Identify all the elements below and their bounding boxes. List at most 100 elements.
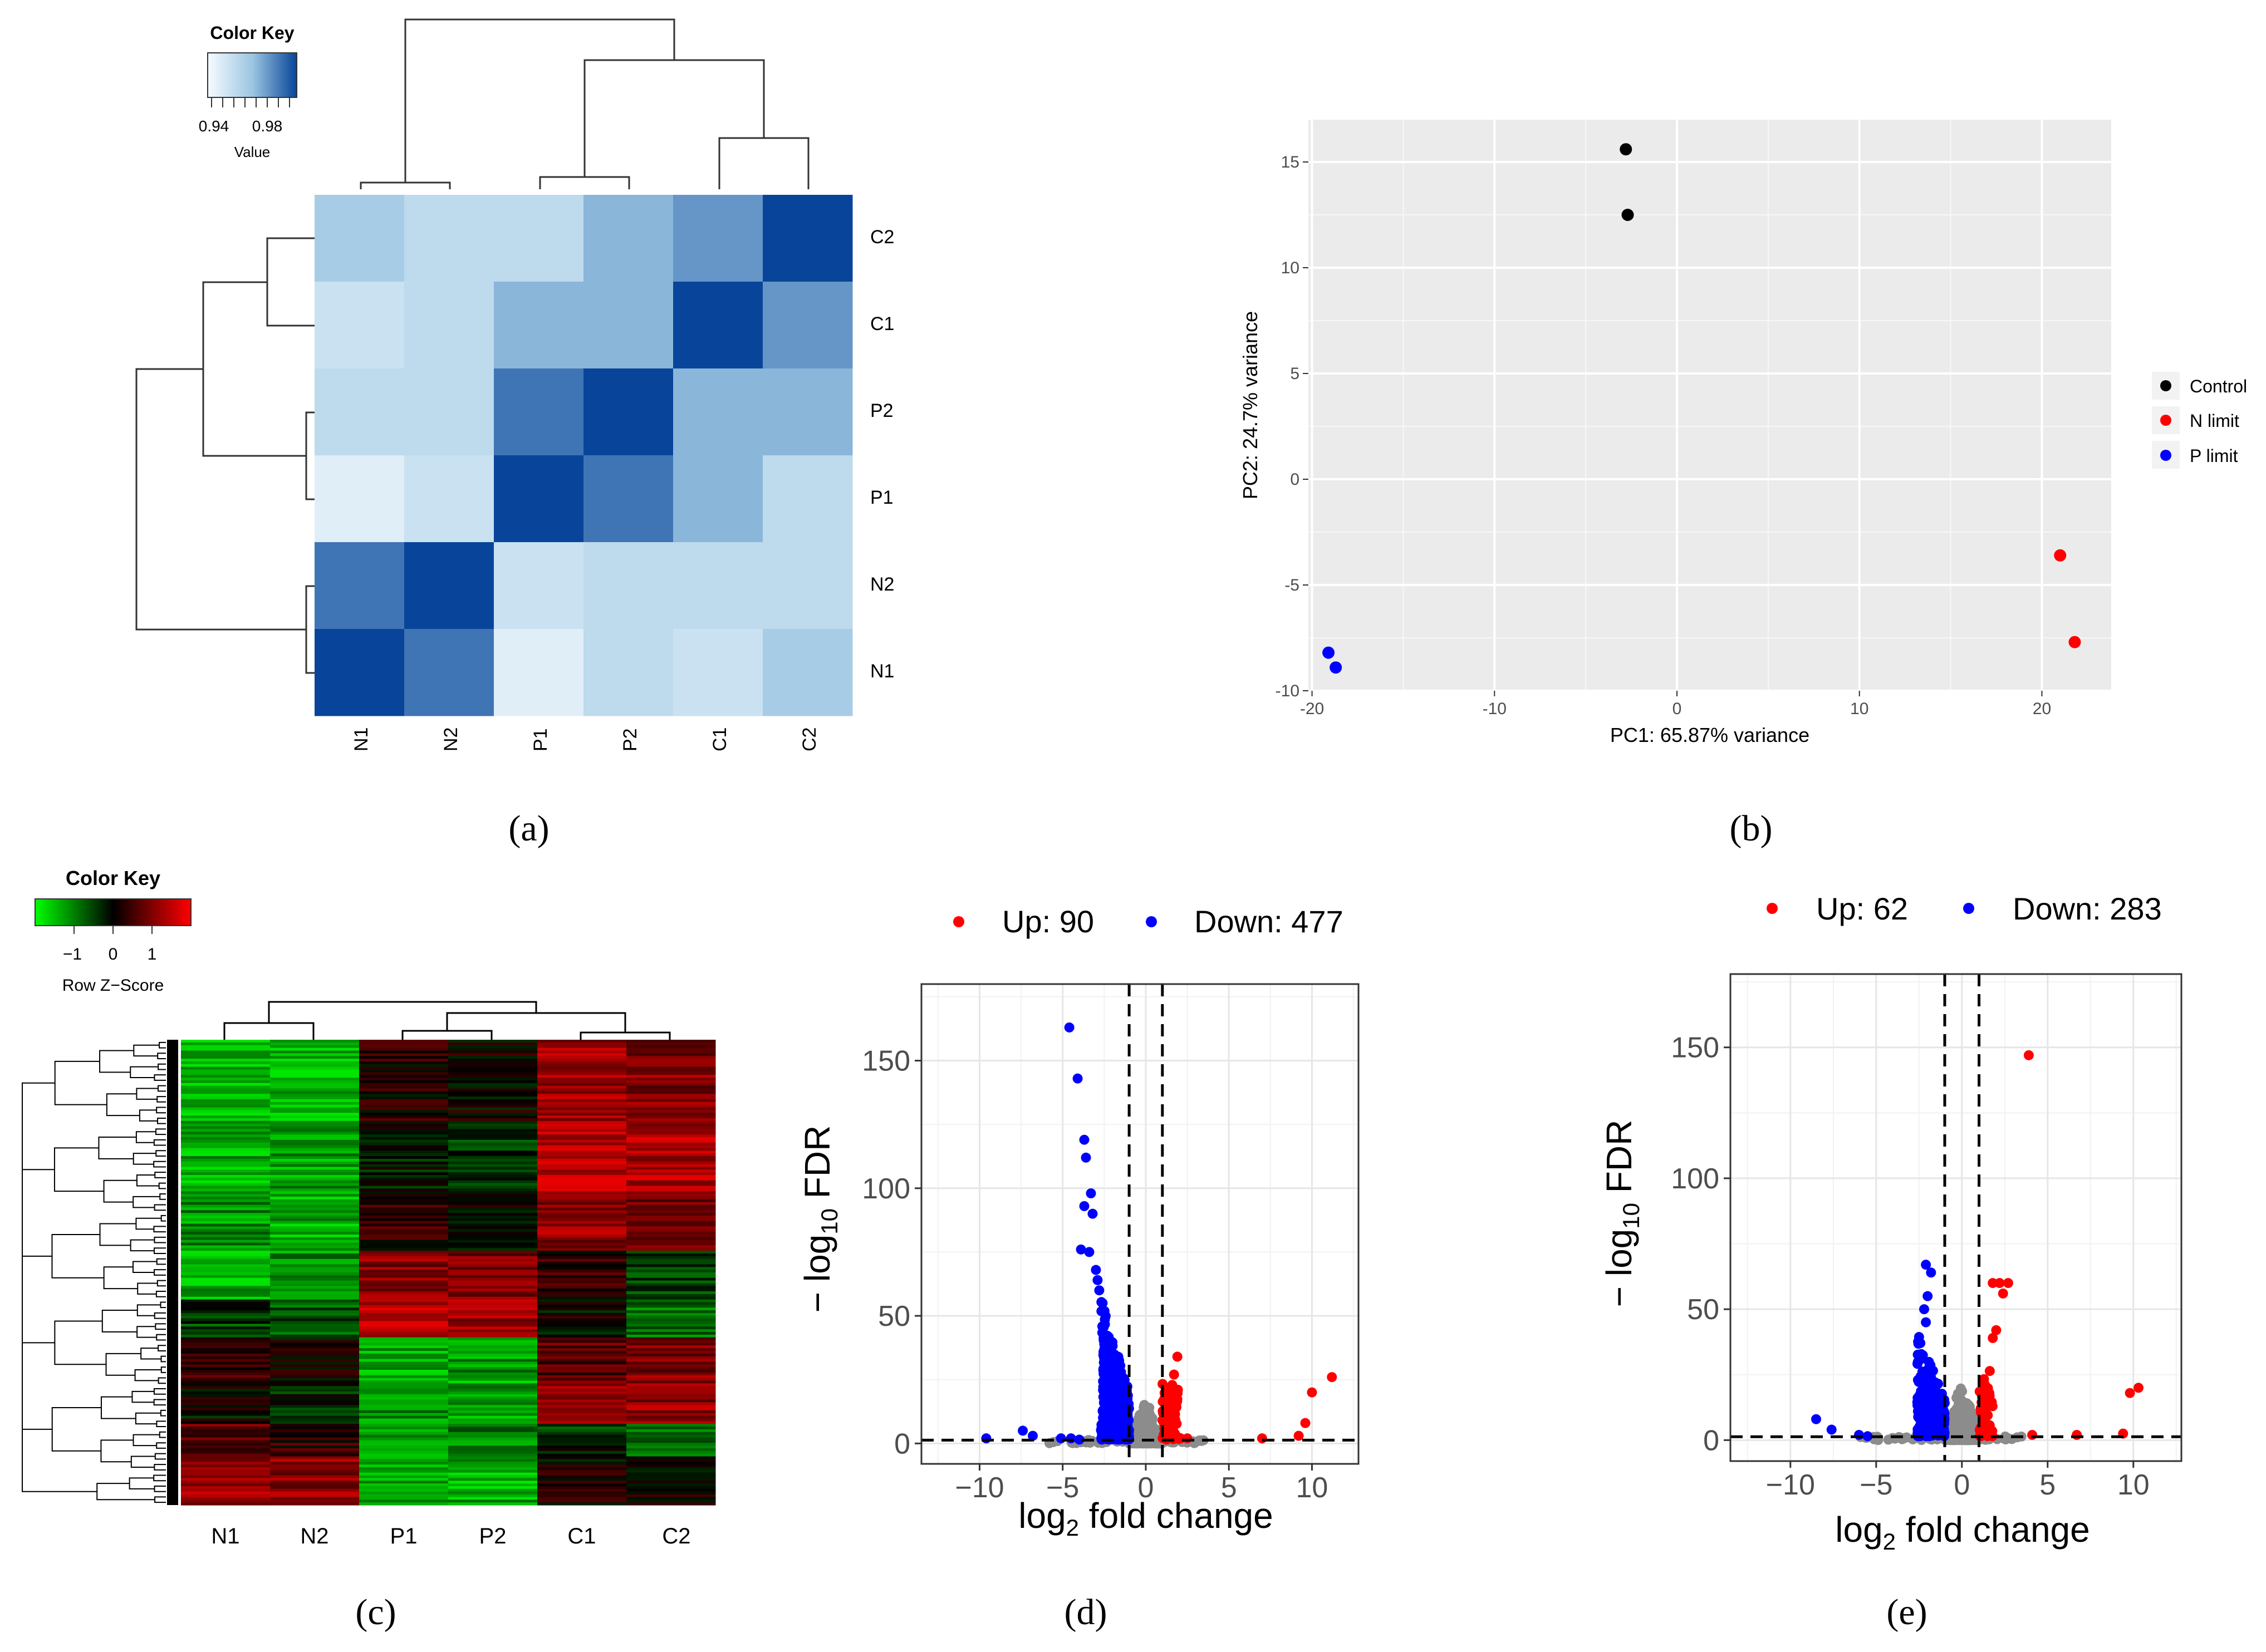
heat-cell-c-103-3: [448, 1318, 538, 1322]
heat-cell-c-8-0: [181, 1061, 271, 1065]
heat-cell-c-166-1: [270, 1488, 360, 1492]
heat-cell-c-109-2: [359, 1334, 449, 1338]
heat-cell-c-32-5: [626, 1126, 716, 1129]
row-dendrogram-branch-c: [134, 1369, 161, 1381]
heat-cell-c-157-5: [626, 1464, 716, 1468]
heat-cell-c-32-2: [359, 1126, 449, 1129]
heat-cell-c-169-0: [181, 1497, 271, 1500]
heat-cell-c-108-4: [537, 1331, 627, 1335]
volcano-d-point-down: [1102, 1422, 1113, 1433]
heat-cell-c-136-5: [626, 1408, 716, 1411]
heat-cell-c-67-4: [537, 1221, 627, 1225]
heat-cell-c-67-1: [270, 1221, 360, 1225]
heat-cell-a-3-3: [583, 455, 674, 543]
heat-cell-c-159-3: [448, 1469, 538, 1473]
heat-cell-c-65-1: [270, 1215, 360, 1219]
volcano-d-point-up: [1172, 1351, 1183, 1362]
heat-cell-a-4-2: [494, 542, 584, 630]
heat-cell-c-47-2: [359, 1167, 449, 1170]
heat-cell-c-119-3: [448, 1361, 538, 1365]
heat-cell-c-33-0: [181, 1129, 271, 1132]
heat-cell-c-138-2: [359, 1413, 449, 1417]
heat-cell-c-152-0: [181, 1451, 271, 1454]
heat-cell-c-24-2: [359, 1104, 449, 1108]
volcano-e-point-down: [1921, 1317, 1931, 1328]
row-dendrogram-branch-c: [158, 1377, 166, 1384]
heat-cell-c-74-5: [626, 1240, 716, 1243]
volcano-d-point-up: [1170, 1409, 1180, 1419]
heat-cell-c-49-3: [448, 1172, 538, 1176]
row-dendrogram-branch-c: [154, 1236, 166, 1243]
heat-cell-c-79-5: [626, 1253, 716, 1257]
heat-cell-c-62-4: [537, 1207, 627, 1211]
heat-cell-a-4-0: [315, 542, 405, 630]
heat-cell-c-14-0: [181, 1078, 271, 1081]
heat-cell-a-0-3: [583, 195, 674, 282]
heat-cell-c-2-4: [537, 1045, 627, 1049]
heat-cell-c-164-0: [181, 1483, 271, 1487]
heat-cell-c-118-3: [448, 1359, 538, 1362]
heat-cell-c-99-3: [448, 1307, 538, 1311]
heat-cell-c-58-0: [181, 1196, 271, 1200]
heat-cell-c-76-0: [181, 1245, 271, 1248]
heat-cell-c-117-2: [359, 1356, 449, 1360]
volcano-d-point-down: [1091, 1265, 1101, 1275]
heat-cell-c-57-0: [181, 1194, 271, 1197]
heat-cell-c-16-1: [270, 1083, 360, 1086]
volcano-e-y-tick-label-3: 150: [1671, 1032, 1719, 1064]
heatmap-cells-c: [181, 1040, 716, 1506]
heat-cell-a-3-2: [494, 455, 584, 543]
pca-points: [1322, 143, 2081, 674]
heat-cell-c-84-4: [537, 1267, 627, 1270]
row-dendrogram-branch-c: [130, 1239, 155, 1252]
heat-cell-c-18-2: [359, 1088, 449, 1092]
heat-cell-c-2-5: [626, 1045, 716, 1049]
legend-dot-up-d: [953, 916, 964, 927]
heat-cell-c-123-2: [359, 1372, 449, 1376]
heat-cell-c-79-3: [448, 1253, 538, 1257]
heat-cell-a-1-2: [494, 282, 584, 369]
heat-cell-c-170-5: [626, 1499, 716, 1503]
heat-cell-c-61-3: [448, 1204, 538, 1208]
heat-cell-c-112-4: [537, 1343, 627, 1346]
heat-cell-c-162-3: [448, 1478, 538, 1481]
heat-cell-c-97-5: [626, 1302, 716, 1305]
heat-cell-c-7-4: [537, 1059, 627, 1062]
heat-cell-c-39-1: [270, 1145, 360, 1149]
heat-cell-c-151-4: [537, 1448, 627, 1452]
volcano-e-point-up: [1998, 1288, 2008, 1299]
volcano-d-point-up: [1169, 1369, 1179, 1380]
volcano-d-x-tick-label-1: −5: [1046, 1472, 1079, 1504]
volcano-d-point-up: [1165, 1382, 1176, 1393]
heat-cell-c-110-2: [359, 1337, 449, 1341]
heat-cell-c-139-3: [448, 1415, 538, 1419]
heat-cell-c-45-4: [537, 1161, 627, 1165]
heat-cell-c-157-2: [359, 1464, 449, 1468]
volcano-e-point-down: [1938, 1400, 1948, 1410]
volcano-d-point-down: [1072, 1073, 1083, 1084]
volcano-d-point-down: [1094, 1285, 1105, 1296]
heat-cell-c-85-5: [626, 1270, 716, 1273]
heat-cell-c-149-0: [181, 1443, 271, 1446]
heat-cell-c-145-0: [181, 1432, 271, 1435]
heat-cell-c-122-4: [537, 1369, 627, 1373]
heat-cell-c-43-0: [181, 1156, 271, 1159]
heat-cell-c-50-5: [626, 1175, 716, 1178]
pca-legend-dot-n-limit: [2160, 415, 2171, 426]
heat-cell-c-103-1: [270, 1318, 360, 1322]
heat-cell-c-17-1: [270, 1085, 360, 1089]
row-dendrogram-branch-c: [105, 1353, 141, 1376]
heat-cell-c-139-5: [626, 1415, 716, 1419]
heat-cell-c-63-2: [359, 1210, 449, 1213]
heat-cell-c-151-1: [270, 1448, 360, 1452]
color-key-tick-a-0: 0.94: [199, 117, 229, 135]
heat-cell-c-53-1: [270, 1183, 360, 1187]
heat-cell-c-143-2: [359, 1427, 449, 1430]
heat-cell-c-15-2: [359, 1080, 449, 1084]
heat-cell-c-71-2: [359, 1232, 449, 1235]
heat-cell-c-69-0: [181, 1226, 271, 1230]
heat-cell-c-111-2: [359, 1340, 449, 1343]
heat-cell-c-40-2: [359, 1148, 449, 1151]
heat-cell-c-130-2: [359, 1391, 449, 1395]
heat-cell-c-16-5: [626, 1083, 716, 1086]
